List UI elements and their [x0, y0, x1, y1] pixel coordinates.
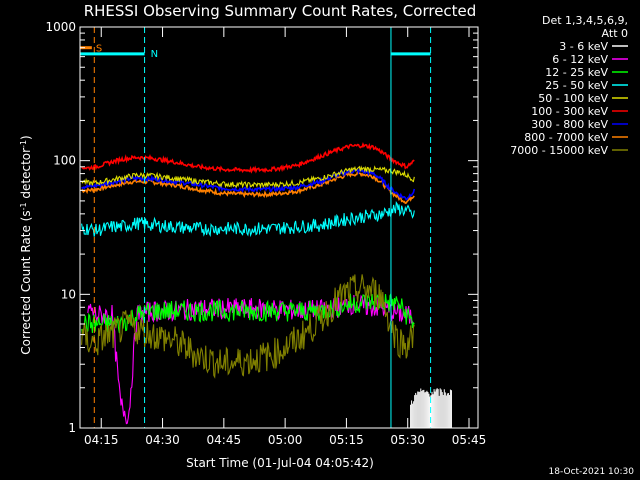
series-50-100-kev — [81, 165, 415, 190]
legend-entry: 800 - 7000 keV — [524, 131, 608, 144]
legend-entry: 25 - 50 keV — [545, 79, 608, 92]
y-label-end: ) — [19, 135, 33, 140]
y-label-sup2: -1 — [19, 140, 28, 148]
x-tick-label: 05:00 — [268, 433, 303, 447]
y-label-main: Corrected Count Rate (s — [19, 210, 33, 354]
y-tick-label: 100 — [53, 154, 76, 168]
legend-header: Det 1,3,4,5,6,9, — [542, 14, 628, 27]
legend-entry: 12 - 25 keV — [545, 66, 608, 79]
legend-entry: 300 - 800 keV — [531, 118, 608, 131]
legend-entry: 100 - 300 keV — [531, 105, 608, 118]
x-tick-label: 04:15 — [84, 433, 119, 447]
x-tick-label: 05:15 — [329, 433, 364, 447]
y-axis-label: Corrected Count Rate (s-1 detector-1) — [19, 135, 34, 354]
n-label: N — [151, 49, 158, 60]
plot-frame — [79, 26, 479, 429]
s-label: S — [96, 44, 102, 55]
series-7000-15000-kev — [81, 274, 415, 379]
x-tick-label: 05:45 — [452, 433, 487, 447]
x-tick-label: 04:45 — [207, 433, 242, 447]
footer-date: 18-Oct-2021 10:30 — [549, 467, 635, 477]
legend-entry: 3 - 6 keV — [559, 40, 608, 53]
y-label-mid: detector — [19, 148, 33, 203]
legend-entry: 7000 - 15000 keV — [510, 144, 608, 157]
y-label-sup1: -1 — [19, 202, 28, 210]
y-tick-label: 10 — [61, 287, 76, 301]
series-300-800-kev — [81, 167, 416, 201]
x-tick-label: 04:30 — [145, 433, 180, 447]
chart-title: RHESSI Observing Summary Count Rates, Co… — [84, 2, 477, 20]
axes: 1 10 100 1000 04:15 04:30 04:45 05:00 05:15 05:30… — [45, 20, 486, 447]
x-axis-label: Start Time (01-Jul-04 04:05:42) — [186, 456, 374, 470]
series-3-6-kev — [410, 388, 452, 428]
series-12-25-kev — [81, 291, 415, 335]
legend-entry: 50 - 100 keV — [538, 92, 608, 105]
x-tick-label: 05:30 — [390, 433, 425, 447]
y-tick-label: 1000 — [45, 20, 76, 34]
series-100-300-kev — [81, 141, 415, 174]
series-group — [81, 141, 452, 428]
legend-header: Att 0 — [602, 27, 628, 40]
y-tick-label: 1 — [68, 421, 76, 435]
legend-entry: 6 - 12 keV — [552, 53, 608, 66]
series-25-50-kev — [81, 201, 415, 238]
